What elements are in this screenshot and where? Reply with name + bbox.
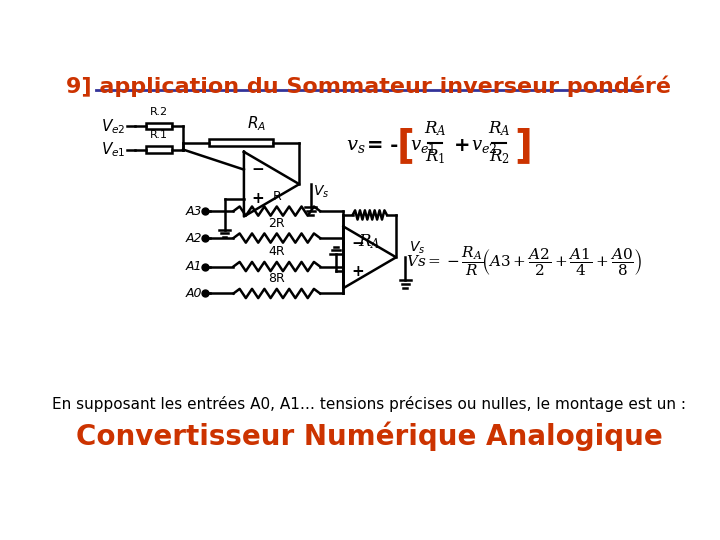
Bar (209, 139, 273, 146)
Text: −: − (351, 236, 364, 251)
Text: $V_{e1}$: $V_{e1}$ (101, 140, 125, 159)
Bar (145, 146, 172, 153)
Text: [: [ (396, 127, 414, 165)
Text: A0: A0 (186, 287, 202, 300)
Text: A3: A3 (186, 205, 202, 218)
Text: $V_s$: $V_s$ (313, 184, 330, 200)
Text: $v_s$: $v_s$ (346, 136, 365, 155)
Text: R.1: R.1 (150, 130, 168, 140)
Text: $R_A$: $R_A$ (423, 119, 446, 138)
Text: 8R: 8R (269, 272, 285, 285)
Text: R: R (272, 190, 281, 202)
Text: $Vs = -\dfrac{R_A}{R}\!\left( A3 + \dfrac{A2}{2} + \dfrac{A1}{4} + \dfrac{A0}{8}: $Vs = -\dfrac{R_A}{R}\!\left( A3 + \dfra… (406, 245, 642, 278)
Text: $R_2$: $R_2$ (489, 147, 510, 166)
Text: 9] application du Sommateur inverseur pondéré: 9] application du Sommateur inverseur po… (66, 76, 672, 97)
Text: $V_s$: $V_s$ (408, 240, 425, 256)
Text: $R_A$: $R_A$ (247, 114, 266, 133)
Text: +: + (454, 136, 471, 155)
Text: A1: A1 (186, 260, 202, 273)
Text: 4R: 4R (269, 245, 285, 258)
Text: = -: = - (367, 136, 399, 155)
Text: A2: A2 (186, 232, 202, 245)
Text: En supposant les entrées A0, A1… tensions précises ou nulles, le montage est un : En supposant les entrées A0, A1… tension… (52, 396, 686, 411)
Text: $V_{e2}$: $V_{e2}$ (101, 117, 125, 136)
Text: ]: ] (515, 127, 533, 165)
Text: $v_{e2}$: $v_{e2}$ (472, 137, 498, 154)
Text: $R_1$: $R_1$ (425, 147, 445, 166)
Text: $v_{e1}$: $v_{e1}$ (410, 137, 436, 154)
Text: +: + (252, 191, 264, 206)
Text: $R_A$: $R_A$ (488, 119, 510, 138)
Text: −: − (252, 162, 264, 177)
Text: Convertisseur Numérique Analogique: Convertisseur Numérique Analogique (76, 421, 662, 451)
Text: +: + (351, 264, 364, 279)
Text: 2R: 2R (269, 217, 285, 230)
Bar (145, 123, 172, 130)
Text: R.2: R.2 (150, 107, 168, 117)
Text: $R_A$: $R_A$ (359, 232, 381, 251)
